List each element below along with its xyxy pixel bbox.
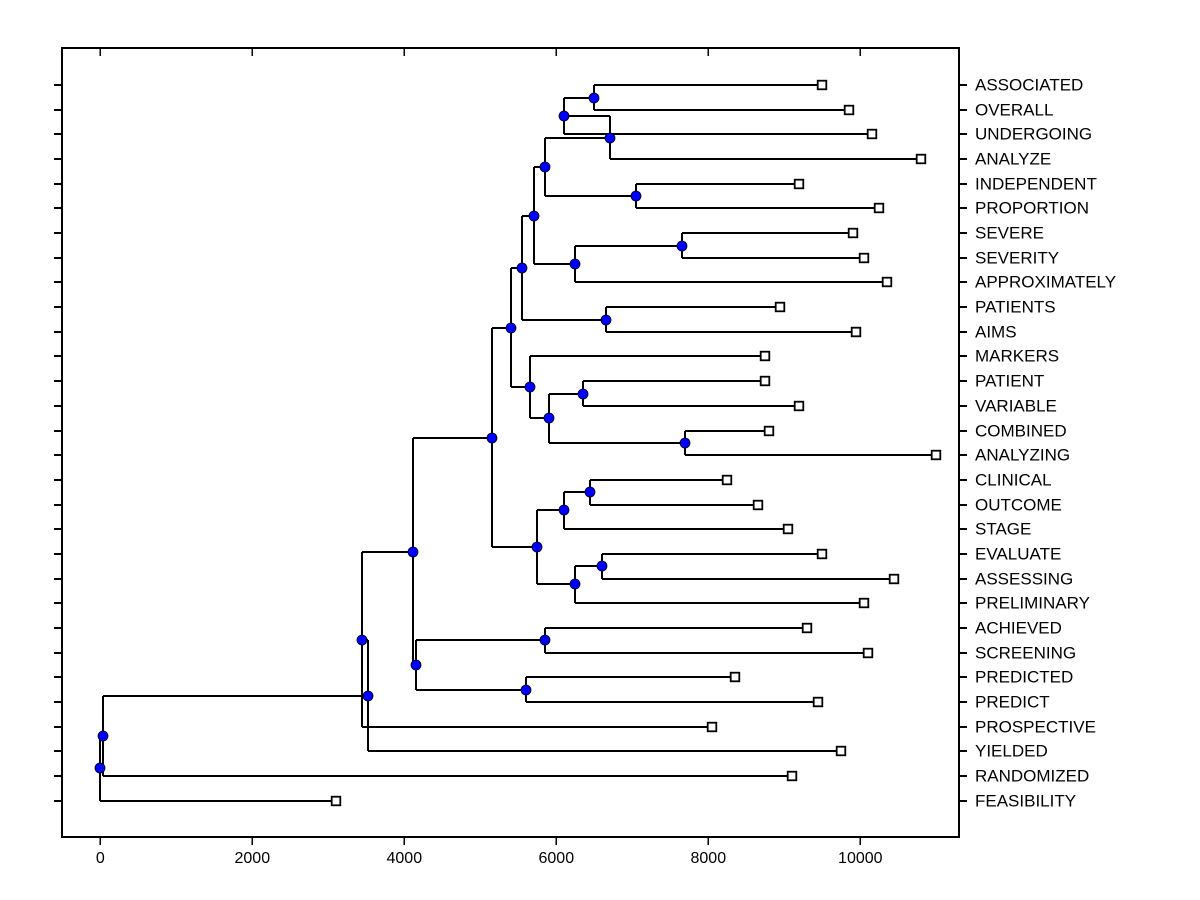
svg-text:UNDERGOING: UNDERGOING [975,125,1092,144]
svg-text:SCREENING: SCREENING [975,644,1076,663]
svg-text:CLINICAL: CLINICAL [975,471,1052,490]
svg-text:COMBINED: COMBINED [975,422,1067,441]
svg-text:ASSOCIATED: ASSOCIATED [975,76,1083,95]
svg-text:SEVERITY: SEVERITY [975,249,1059,268]
svg-text:2000: 2000 [235,850,271,867]
svg-text:PREDICT: PREDICT [975,693,1050,712]
svg-text:STAGE: STAGE [975,520,1031,539]
svg-text:VARIABLE: VARIABLE [975,397,1057,416]
svg-text:RANDOMIZED: RANDOMIZED [975,767,1089,786]
svg-text:OUTCOME: OUTCOME [975,496,1062,515]
svg-text:ACHIEVED: ACHIEVED [975,619,1062,638]
svg-text:8000: 8000 [691,850,727,867]
svg-text:0: 0 [96,850,105,867]
svg-text:MARKERS: MARKERS [975,347,1059,366]
svg-text:INDEPENDENT: INDEPENDENT [975,175,1097,194]
svg-text:FEASIBILITY: FEASIBILITY [975,792,1076,811]
svg-text:EVALUATE: EVALUATE [975,545,1061,564]
svg-text:SEVERE: SEVERE [975,224,1044,243]
svg-text:ASSESSING: ASSESSING [975,570,1073,589]
svg-text:APPROXIMATELY: APPROXIMATELY [975,273,1116,292]
svg-text:YIELDED: YIELDED [975,742,1048,761]
svg-text:PRELIMINARY: PRELIMINARY [975,594,1090,613]
svg-text:10000: 10000 [838,850,883,867]
svg-text:PROPORTION: PROPORTION [975,199,1089,218]
svg-text:PATIENTS: PATIENTS [975,298,1056,317]
svg-text:PATIENT: PATIENT [975,372,1044,391]
svg-text:AIMS: AIMS [975,323,1017,342]
svg-text:ANALYZE: ANALYZE [975,150,1051,169]
svg-text:4000: 4000 [387,850,423,867]
svg-text:PROSPECTIVE: PROSPECTIVE [975,718,1096,737]
svg-text:6000: 6000 [539,850,575,867]
svg-text:ANALYZING: ANALYZING [975,446,1070,465]
svg-text:PREDICTED: PREDICTED [975,668,1073,687]
svg-text:OVERALL: OVERALL [975,101,1053,120]
